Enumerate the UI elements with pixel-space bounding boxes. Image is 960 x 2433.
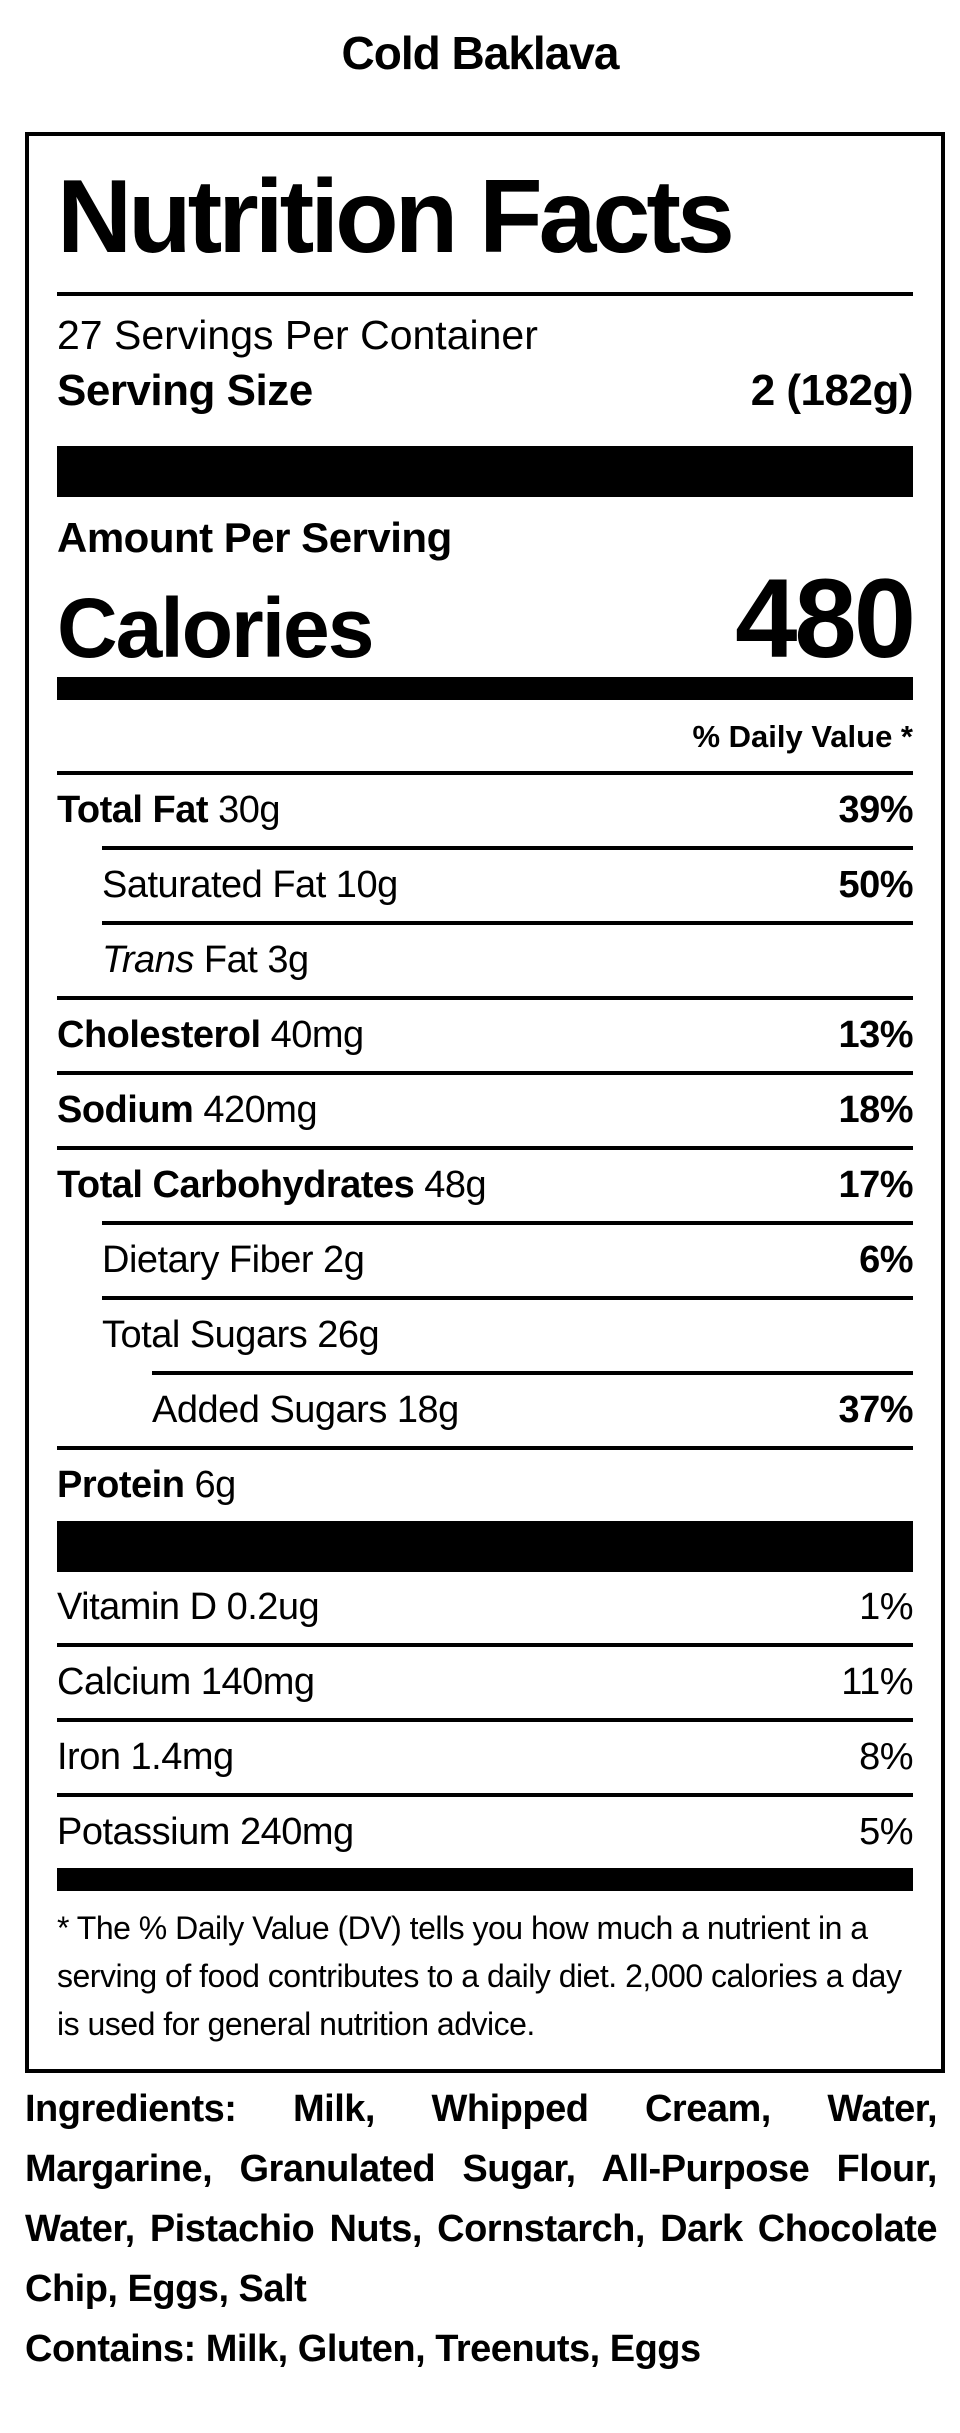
nutrient-row-cholesterol: Cholesterol 40mg 13%	[57, 1000, 913, 1071]
serving-size-label: Serving Size	[57, 366, 313, 416]
nutrient-rows-table: Total Fat 30g 39% Saturated Fat 10g 50% Tran…	[57, 771, 913, 1521]
nutrient-row-added-sugars: Added Sugars 18g 37%	[57, 1375, 913, 1446]
nutrient-row-total-fat: Total Fat 30g 39%	[57, 775, 913, 846]
separator-rule	[57, 771, 913, 776]
nutrient-name: Total Sugars 26g	[102, 1314, 380, 1357]
page-title: Cold Baklava	[341, 27, 620, 79]
vitamin-rows-table: Vitamin D 0.2ug 1% Calcium 140mg 11% Iron 1.…	[57, 1572, 913, 1868]
separator-rule	[57, 1793, 913, 1798]
nutrient-row-protein: Protein 6g	[57, 1450, 913, 1521]
daily-value-percent: 8%	[859, 1736, 913, 1779]
separator-rule	[152, 1371, 913, 1376]
ingredients-text: Ingredients: Milk, Whipped Cream, Water,…	[25, 2088, 938, 2311]
nutrient-name: Calcium 140mg	[57, 1661, 315, 1704]
nutrient-name: Protein 6g	[57, 1464, 236, 1507]
nutrient-name: Total Carbohydrates 48g	[57, 1164, 487, 1207]
nutrient-row-trans-fat: Trans Fat 3g	[57, 925, 913, 996]
daily-value-percent: 50%	[838, 864, 913, 907]
nutrient-name: Saturated Fat 10g	[102, 864, 398, 907]
page: Cold Baklava Nutrition Facts 27 Servings…	[25, 27, 945, 2379]
nutrient-name: Sodium 420mg	[57, 1089, 318, 1132]
section-divider-bar	[57, 677, 913, 701]
separator-rule	[102, 921, 913, 926]
nutrient-name: Dietary Fiber 2g	[102, 1239, 365, 1282]
nutrient-name: Cholesterol 40mg	[57, 1014, 364, 1057]
header-rule	[57, 292, 913, 297]
separator-rule	[57, 1643, 913, 1648]
calories-label: Calories	[57, 581, 374, 676]
nutrient-name: Added Sugars 18g	[152, 1389, 459, 1432]
contains-text: Contains: Milk, Gluten, Treenuts, Eggs	[25, 2328, 701, 2371]
nutrition-facts-label: Nutrition Facts 27 Servings Per Containe…	[25, 132, 945, 2074]
section-divider-bar	[57, 1868, 913, 1892]
daily-value-percent: 39%	[838, 789, 913, 832]
nutrient-row-potassium: Potassium 240mg 5%	[57, 1797, 913, 1868]
separator-rule	[57, 1446, 913, 1451]
nutrient-row-saturated-fat: Saturated Fat 10g 50%	[57, 850, 913, 921]
daily-value-percent: 1%	[859, 1586, 913, 1629]
nutrient-row-sodium: Sodium 420mg 18%	[57, 1075, 913, 1146]
separator-rule	[57, 1071, 913, 1076]
daily-value-footnote: * The % Daily Value (DV) tells you how m…	[57, 1910, 902, 2043]
section-divider-bar	[57, 1521, 913, 1573]
nutrient-name: Trans Fat 3g	[102, 939, 309, 982]
separator-rule	[57, 996, 913, 1001]
section-divider-bar	[57, 446, 913, 498]
nutrition-facts-heading: Nutrition Facts	[57, 159, 735, 276]
separator-rule	[102, 846, 913, 851]
nutrient-row-calcium: Calcium 140mg 11%	[57, 1647, 913, 1718]
daily-value-percent: 37%	[838, 1389, 913, 1432]
separator-rule	[57, 1146, 913, 1151]
calories-value: 480	[735, 556, 916, 682]
nutrient-row-iron: Iron 1.4mg 8%	[57, 1722, 913, 1793]
nutrient-name: Iron 1.4mg	[57, 1736, 234, 1779]
nutrient-name: Potassium 240mg	[57, 1811, 354, 1854]
serving-size-row: Serving Size 2 (182g)	[57, 362, 914, 420]
daily-value-percent: 5%	[859, 1811, 913, 1854]
daily-value-percent: 18%	[838, 1089, 913, 1132]
nutrient-name: Total Fat 30g	[57, 789, 280, 832]
daily-value-percent: 11%	[841, 1661, 913, 1704]
nutrient-name: Vitamin D 0.2ug	[57, 1586, 320, 1629]
nutrient-row-total-sugars: Total Sugars 26g	[57, 1300, 913, 1371]
nutrient-row-total-carbohydrates: Total Carbohydrates 48g 17%	[57, 1150, 913, 1221]
calories-row: Calories 480	[57, 563, 916, 676]
daily-value-percent: 6%	[859, 1239, 913, 1282]
nutrient-row-vitamin-d: Vitamin D 0.2ug 1%	[57, 1572, 913, 1643]
servings-per-container: 27 Servings Per Container	[57, 312, 538, 359]
separator-rule	[102, 1296, 913, 1301]
separator-rule	[57, 1718, 913, 1723]
daily-value-percent: 13%	[838, 1014, 913, 1057]
ingredients-section: Ingredients: Milk, Whipped Cream, Water,…	[25, 2079, 938, 2379]
amount-per-serving-label: Amount Per Serving	[57, 514, 452, 562]
nutrient-row-dietary-fiber: Dietary Fiber 2g 6%	[57, 1225, 913, 1296]
daily-value-percent: 17%	[838, 1164, 913, 1207]
separator-rule	[102, 1221, 913, 1226]
serving-size-value: 2 (182g)	[750, 366, 914, 416]
daily-value-header: % Daily Value *	[692, 719, 913, 755]
